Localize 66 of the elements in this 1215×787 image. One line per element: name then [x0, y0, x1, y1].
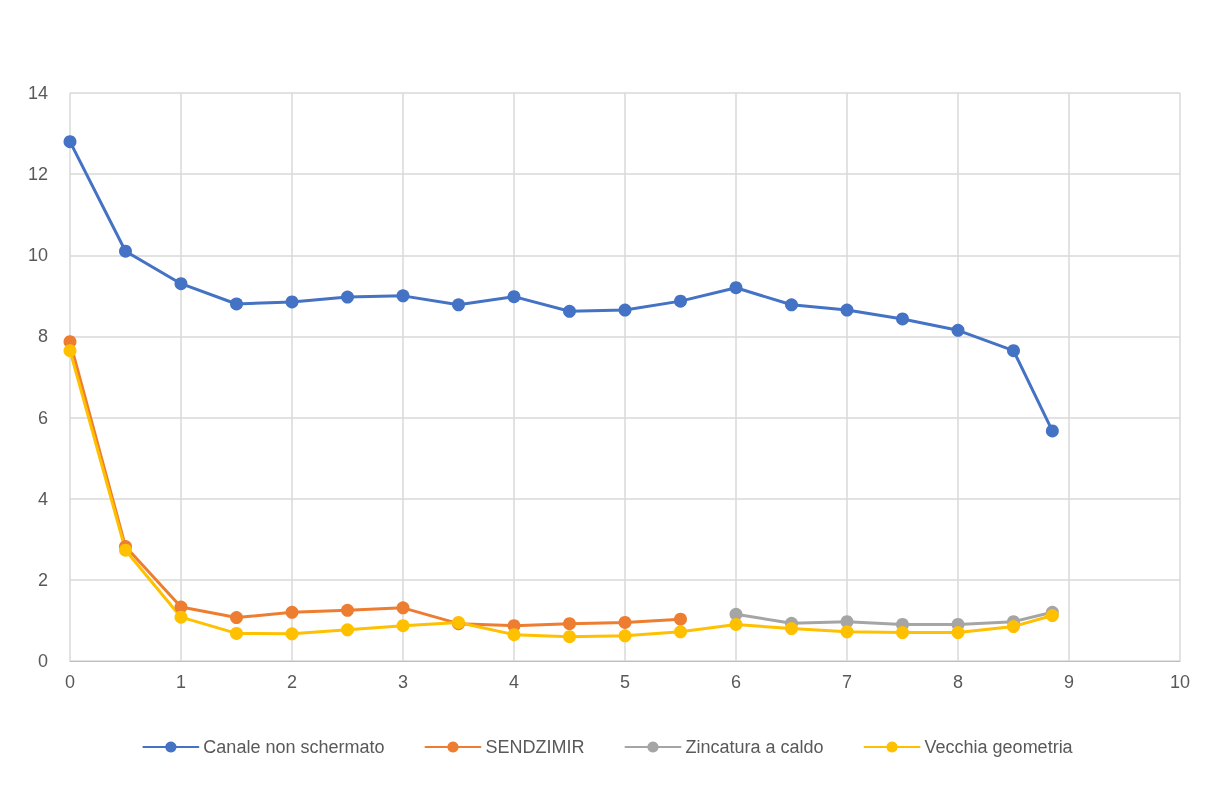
- point: [285, 627, 299, 641]
- point: [785, 622, 798, 636]
- point: [618, 615, 632, 629]
- point: [618, 303, 632, 317]
- y-tick-label: 6: [37, 407, 48, 428]
- legend-label: Zincatura a caldo: [685, 737, 824, 757]
- point: [174, 610, 188, 624]
- point: [729, 617, 743, 631]
- point: [674, 294, 687, 308]
- point: [896, 312, 909, 326]
- point: [674, 612, 687, 626]
- y-tick-label: 4: [37, 488, 48, 509]
- x-tick-label: 6: [730, 672, 742, 692]
- y-tick-label: 2: [37, 569, 48, 590]
- x-tick-label: 4: [508, 672, 520, 692]
- y-tick-label: 0: [37, 651, 48, 671]
- point: [396, 619, 410, 633]
- point: [341, 623, 354, 637]
- point: [230, 611, 243, 625]
- x-tick-label: 5: [619, 672, 631, 692]
- x-tick-label: 9: [1063, 672, 1075, 692]
- y-tick-label: 8: [37, 326, 48, 347]
- point: [563, 630, 576, 644]
- point: [63, 344, 77, 358]
- point: [174, 277, 188, 291]
- point: [63, 135, 77, 149]
- legend-label: Canale non schermato: [203, 737, 385, 757]
- x-tick-label: 7: [841, 672, 853, 692]
- point: [840, 303, 854, 317]
- x-tick-label: 2: [286, 672, 298, 692]
- point: [285, 295, 299, 309]
- point: [341, 290, 354, 304]
- point: [119, 244, 132, 258]
- point: [285, 605, 299, 619]
- point: [951, 323, 965, 337]
- x-tick-label: 1: [175, 672, 187, 692]
- point: [951, 626, 965, 640]
- point: [896, 626, 909, 640]
- x-tick-label: 3: [397, 672, 409, 692]
- point: [1007, 344, 1020, 358]
- point: [563, 304, 576, 318]
- point: [729, 281, 743, 295]
- legend-label: Vecchia geometria: [924, 737, 1074, 757]
- x-tick-label: 8: [952, 672, 964, 692]
- x-tick-label: 0: [64, 672, 76, 692]
- point: [785, 298, 798, 312]
- y-tick-label: 12: [27, 164, 48, 185]
- point: [396, 601, 410, 615]
- point: [452, 298, 465, 312]
- point: [840, 625, 854, 639]
- point: [341, 603, 354, 617]
- y-tick-label: 10: [27, 245, 48, 266]
- point: [1045, 609, 1059, 623]
- legend-label: SENDZIMIR: [485, 737, 585, 757]
- point: [1007, 620, 1020, 634]
- point: [396, 289, 410, 303]
- point: [1045, 424, 1059, 438]
- x-tick-label: 10: [1169, 672, 1191, 692]
- point: [618, 629, 632, 643]
- point: [230, 626, 243, 640]
- y-tick-label: 14: [27, 83, 48, 103]
- point: [507, 290, 521, 304]
- point: [674, 625, 687, 639]
- point: [230, 297, 243, 311]
- point: [507, 628, 521, 642]
- point: [563, 617, 576, 631]
